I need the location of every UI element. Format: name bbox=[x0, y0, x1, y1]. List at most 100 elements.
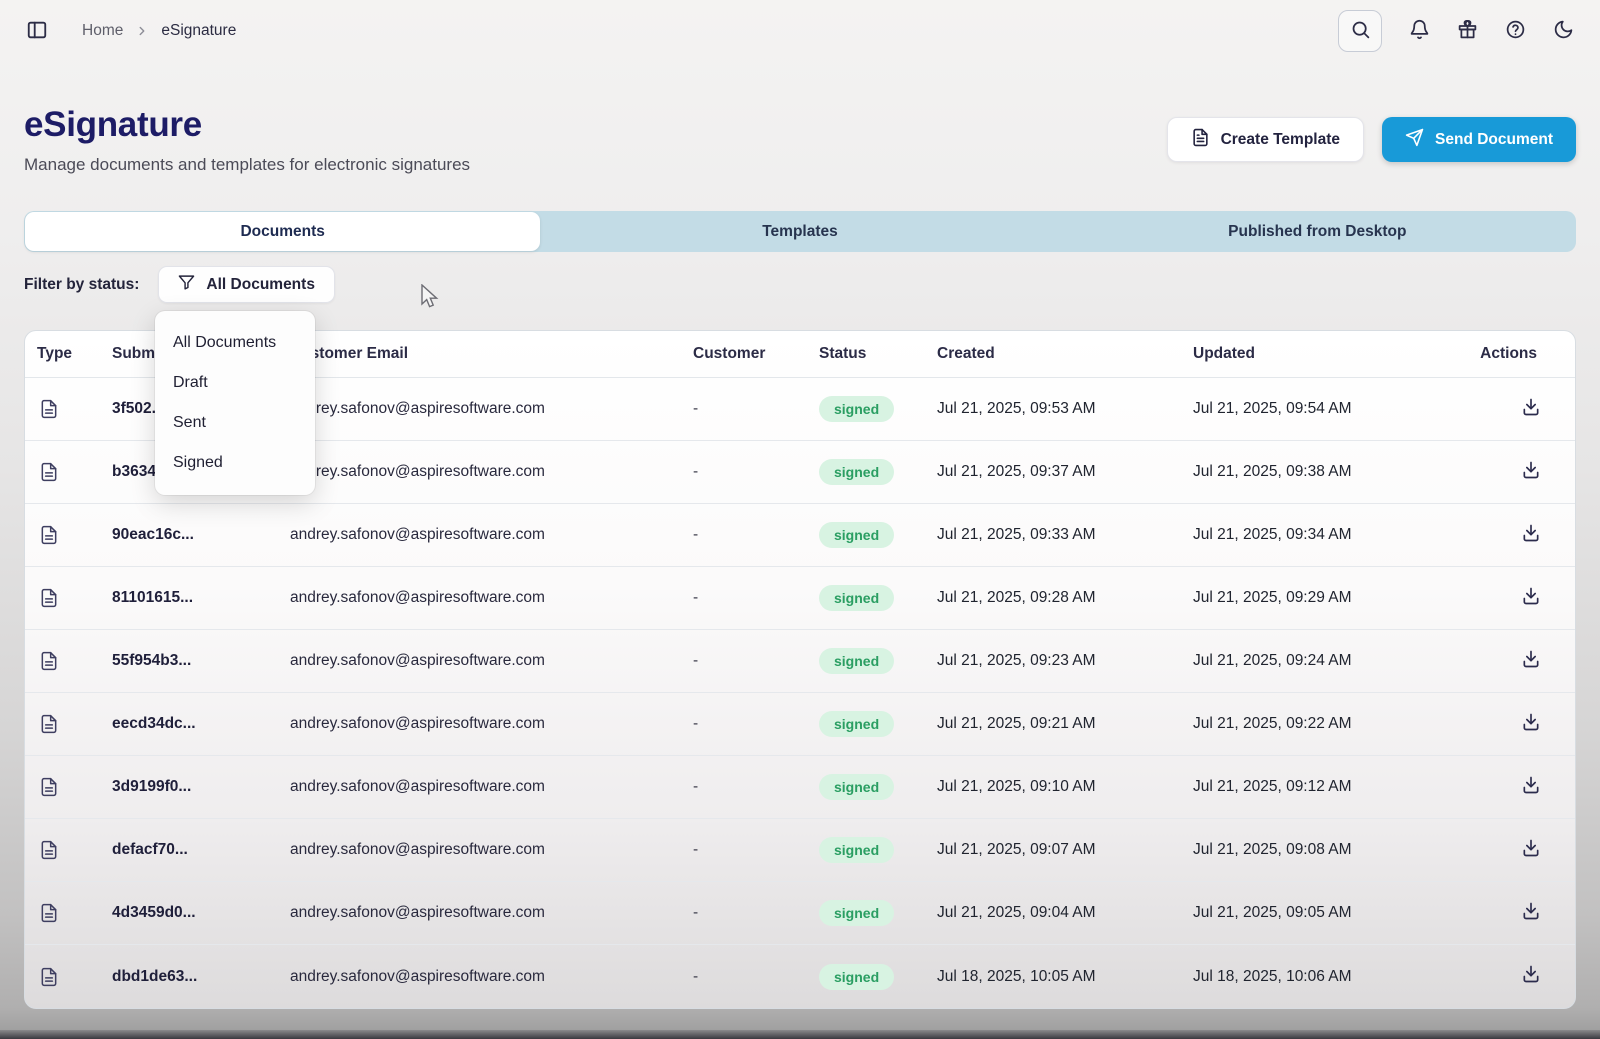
status-filter-value: All Documents bbox=[206, 275, 315, 293]
document-type-icon bbox=[37, 903, 112, 923]
download-icon bbox=[1521, 398, 1541, 420]
table-body: 3f502... andrey.safonov@aspiresoftware.c… bbox=[25, 378, 1575, 1008]
created-date: Jul 21, 2025, 09:23 AM bbox=[937, 652, 1096, 669]
create-template-button[interactable]: Create Template bbox=[1166, 117, 1365, 162]
search-icon bbox=[1350, 19, 1371, 43]
customer-email: andrey.safonov@aspiresoftware.com bbox=[290, 526, 545, 543]
download-button[interactable] bbox=[1521, 712, 1541, 735]
column-header-status: Status bbox=[819, 345, 867, 362]
download-button[interactable] bbox=[1521, 838, 1541, 861]
customer-name: - bbox=[693, 778, 699, 795]
submission-id: 4d3459d0... bbox=[112, 904, 196, 921]
download-button[interactable] bbox=[1521, 523, 1541, 546]
submission-id: 3f502... bbox=[112, 400, 165, 417]
download-icon bbox=[1521, 776, 1541, 798]
created-date: Jul 21, 2025, 09:37 AM bbox=[937, 463, 1096, 480]
created-date: Jul 21, 2025, 09:04 AM bbox=[937, 904, 1096, 921]
topbar-actions bbox=[1338, 10, 1574, 52]
status-filter-dropdown-button[interactable]: All Documents bbox=[158, 266, 335, 303]
table-row[interactable]: b3634... andrey.safonov@aspiresoftware.c… bbox=[25, 441, 1575, 504]
table-row[interactable]: eecd34dc... andrey.safonov@aspiresoftwar… bbox=[25, 693, 1575, 756]
updated-date: Jul 18, 2025, 10:06 AM bbox=[1193, 967, 1352, 985]
document-type-icon bbox=[37, 714, 112, 734]
status-cell: signed bbox=[819, 648, 937, 674]
customer-name: - bbox=[693, 526, 699, 543]
column-header-updated: Updated bbox=[1193, 345, 1255, 362]
breadcrumb-home[interactable]: Home bbox=[82, 22, 124, 39]
download-button[interactable] bbox=[1521, 397, 1541, 420]
bell-icon bbox=[1409, 19, 1430, 43]
download-icon bbox=[1521, 461, 1541, 483]
column-header-type: Type bbox=[37, 345, 73, 362]
table-row[interactable]: 3d9199f0... andrey.safonov@aspiresoftwar… bbox=[25, 756, 1575, 819]
customer-name: - bbox=[693, 841, 699, 858]
notifications-button[interactable] bbox=[1409, 19, 1430, 43]
moon-icon bbox=[1553, 19, 1574, 43]
submission-id: 3d9199f0... bbox=[112, 778, 192, 795]
table-header-row: Type Submission Customer Email Customer … bbox=[25, 331, 1575, 378]
download-button[interactable] bbox=[1521, 964, 1541, 987]
updated-date: Jul 21, 2025, 09:22 AM bbox=[1193, 715, 1352, 732]
search-button[interactable] bbox=[1338, 10, 1382, 52]
sidebar-toggle-button[interactable] bbox=[26, 19, 48, 44]
customer-name: - bbox=[693, 589, 699, 606]
status-badge: signed bbox=[819, 585, 895, 611]
download-button[interactable] bbox=[1521, 460, 1541, 483]
customer-email: andrey.safonov@aspiresoftware.com bbox=[290, 589, 545, 606]
status-cell: signed bbox=[819, 837, 937, 863]
dark-mode-button[interactable] bbox=[1553, 19, 1574, 43]
menu-item-sent[interactable]: Sent bbox=[173, 414, 206, 431]
status-filter-menu: All Documents Draft Sent Signed bbox=[155, 311, 315, 495]
menu-item-all-documents[interactable]: All Documents bbox=[173, 334, 277, 351]
help-button[interactable] bbox=[1505, 19, 1526, 43]
submission-id: b3634... bbox=[112, 463, 169, 480]
status-badge: signed bbox=[819, 459, 895, 485]
download-icon bbox=[1521, 650, 1541, 672]
table-row[interactable]: 55f954b3... andrey.safonov@aspiresoftwar… bbox=[25, 630, 1575, 693]
status-cell: signed bbox=[819, 459, 937, 485]
download-button[interactable] bbox=[1521, 901, 1541, 924]
document-type-icon bbox=[37, 588, 112, 608]
status-cell: signed bbox=[819, 900, 937, 926]
status-badge: signed bbox=[819, 774, 895, 800]
updated-date: Jul 21, 2025, 09:24 AM bbox=[1193, 652, 1352, 669]
download-button[interactable] bbox=[1521, 586, 1541, 609]
created-date: Jul 18, 2025, 10:05 AM bbox=[937, 967, 1096, 985]
column-header-created: Created bbox=[937, 345, 995, 362]
updated-date: Jul 21, 2025, 09:12 AM bbox=[1193, 778, 1352, 795]
menu-item-signed[interactable]: Signed bbox=[173, 454, 223, 471]
updated-date: Jul 21, 2025, 09:38 AM bbox=[1193, 463, 1352, 480]
table-row[interactable]: 81101615... andrey.safonov@aspiresoftwar… bbox=[25, 567, 1575, 630]
table-row[interactable]: 3f502... andrey.safonov@aspiresoftware.c… bbox=[25, 378, 1575, 441]
created-date: Jul 21, 2025, 09:07 AM bbox=[937, 841, 1096, 858]
customer-email: andrey.safonov@aspiresoftware.com bbox=[290, 400, 545, 417]
tab-published-from-desktop[interactable]: Published from Desktop bbox=[1228, 222, 1407, 240]
download-icon bbox=[1521, 713, 1541, 735]
created-date: Jul 21, 2025, 09:28 AM bbox=[937, 589, 1096, 606]
document-type-icon bbox=[37, 399, 112, 419]
send-document-button[interactable]: Send Document bbox=[1382, 117, 1576, 162]
column-header-actions: Actions bbox=[1480, 345, 1537, 362]
download-button[interactable] bbox=[1521, 775, 1541, 798]
table-row[interactable]: 90eac16c... andrey.safonov@aspiresoftwar… bbox=[25, 504, 1575, 567]
gift-icon bbox=[1457, 19, 1478, 43]
status-cell: signed bbox=[819, 711, 937, 737]
status-badge: signed bbox=[819, 711, 895, 737]
whats-new-button[interactable] bbox=[1457, 19, 1478, 43]
tab-templates[interactable]: Templates bbox=[762, 222, 838, 240]
tab-documents[interactable]: Documents bbox=[25, 212, 541, 251]
created-date: Jul 21, 2025, 09:10 AM bbox=[937, 778, 1096, 795]
download-button[interactable] bbox=[1521, 649, 1541, 672]
status-cell: signed bbox=[819, 774, 937, 800]
customer-email: andrey.safonov@aspiresoftware.com bbox=[290, 841, 545, 858]
page-subtitle: Manage documents and templates for elect… bbox=[24, 155, 471, 174]
table-row[interactable]: defacf70... andrey.safonov@aspiresoftwar… bbox=[25, 819, 1575, 882]
send-document-label: Send Document bbox=[1435, 130, 1553, 148]
customer-name: - bbox=[693, 904, 699, 921]
table-row[interactable]: dbd1de63... andrey.safonov@aspiresoftwar… bbox=[25, 945, 1575, 1008]
documents-table: Type Submission Customer Email Customer … bbox=[24, 330, 1576, 1009]
menu-item-draft[interactable]: Draft bbox=[173, 374, 208, 391]
created-date: Jul 21, 2025, 09:21 AM bbox=[937, 715, 1096, 732]
table-row[interactable]: 4d3459d0... andrey.safonov@aspiresoftwar… bbox=[25, 882, 1575, 945]
created-date: Jul 21, 2025, 09:53 AM bbox=[937, 400, 1096, 417]
